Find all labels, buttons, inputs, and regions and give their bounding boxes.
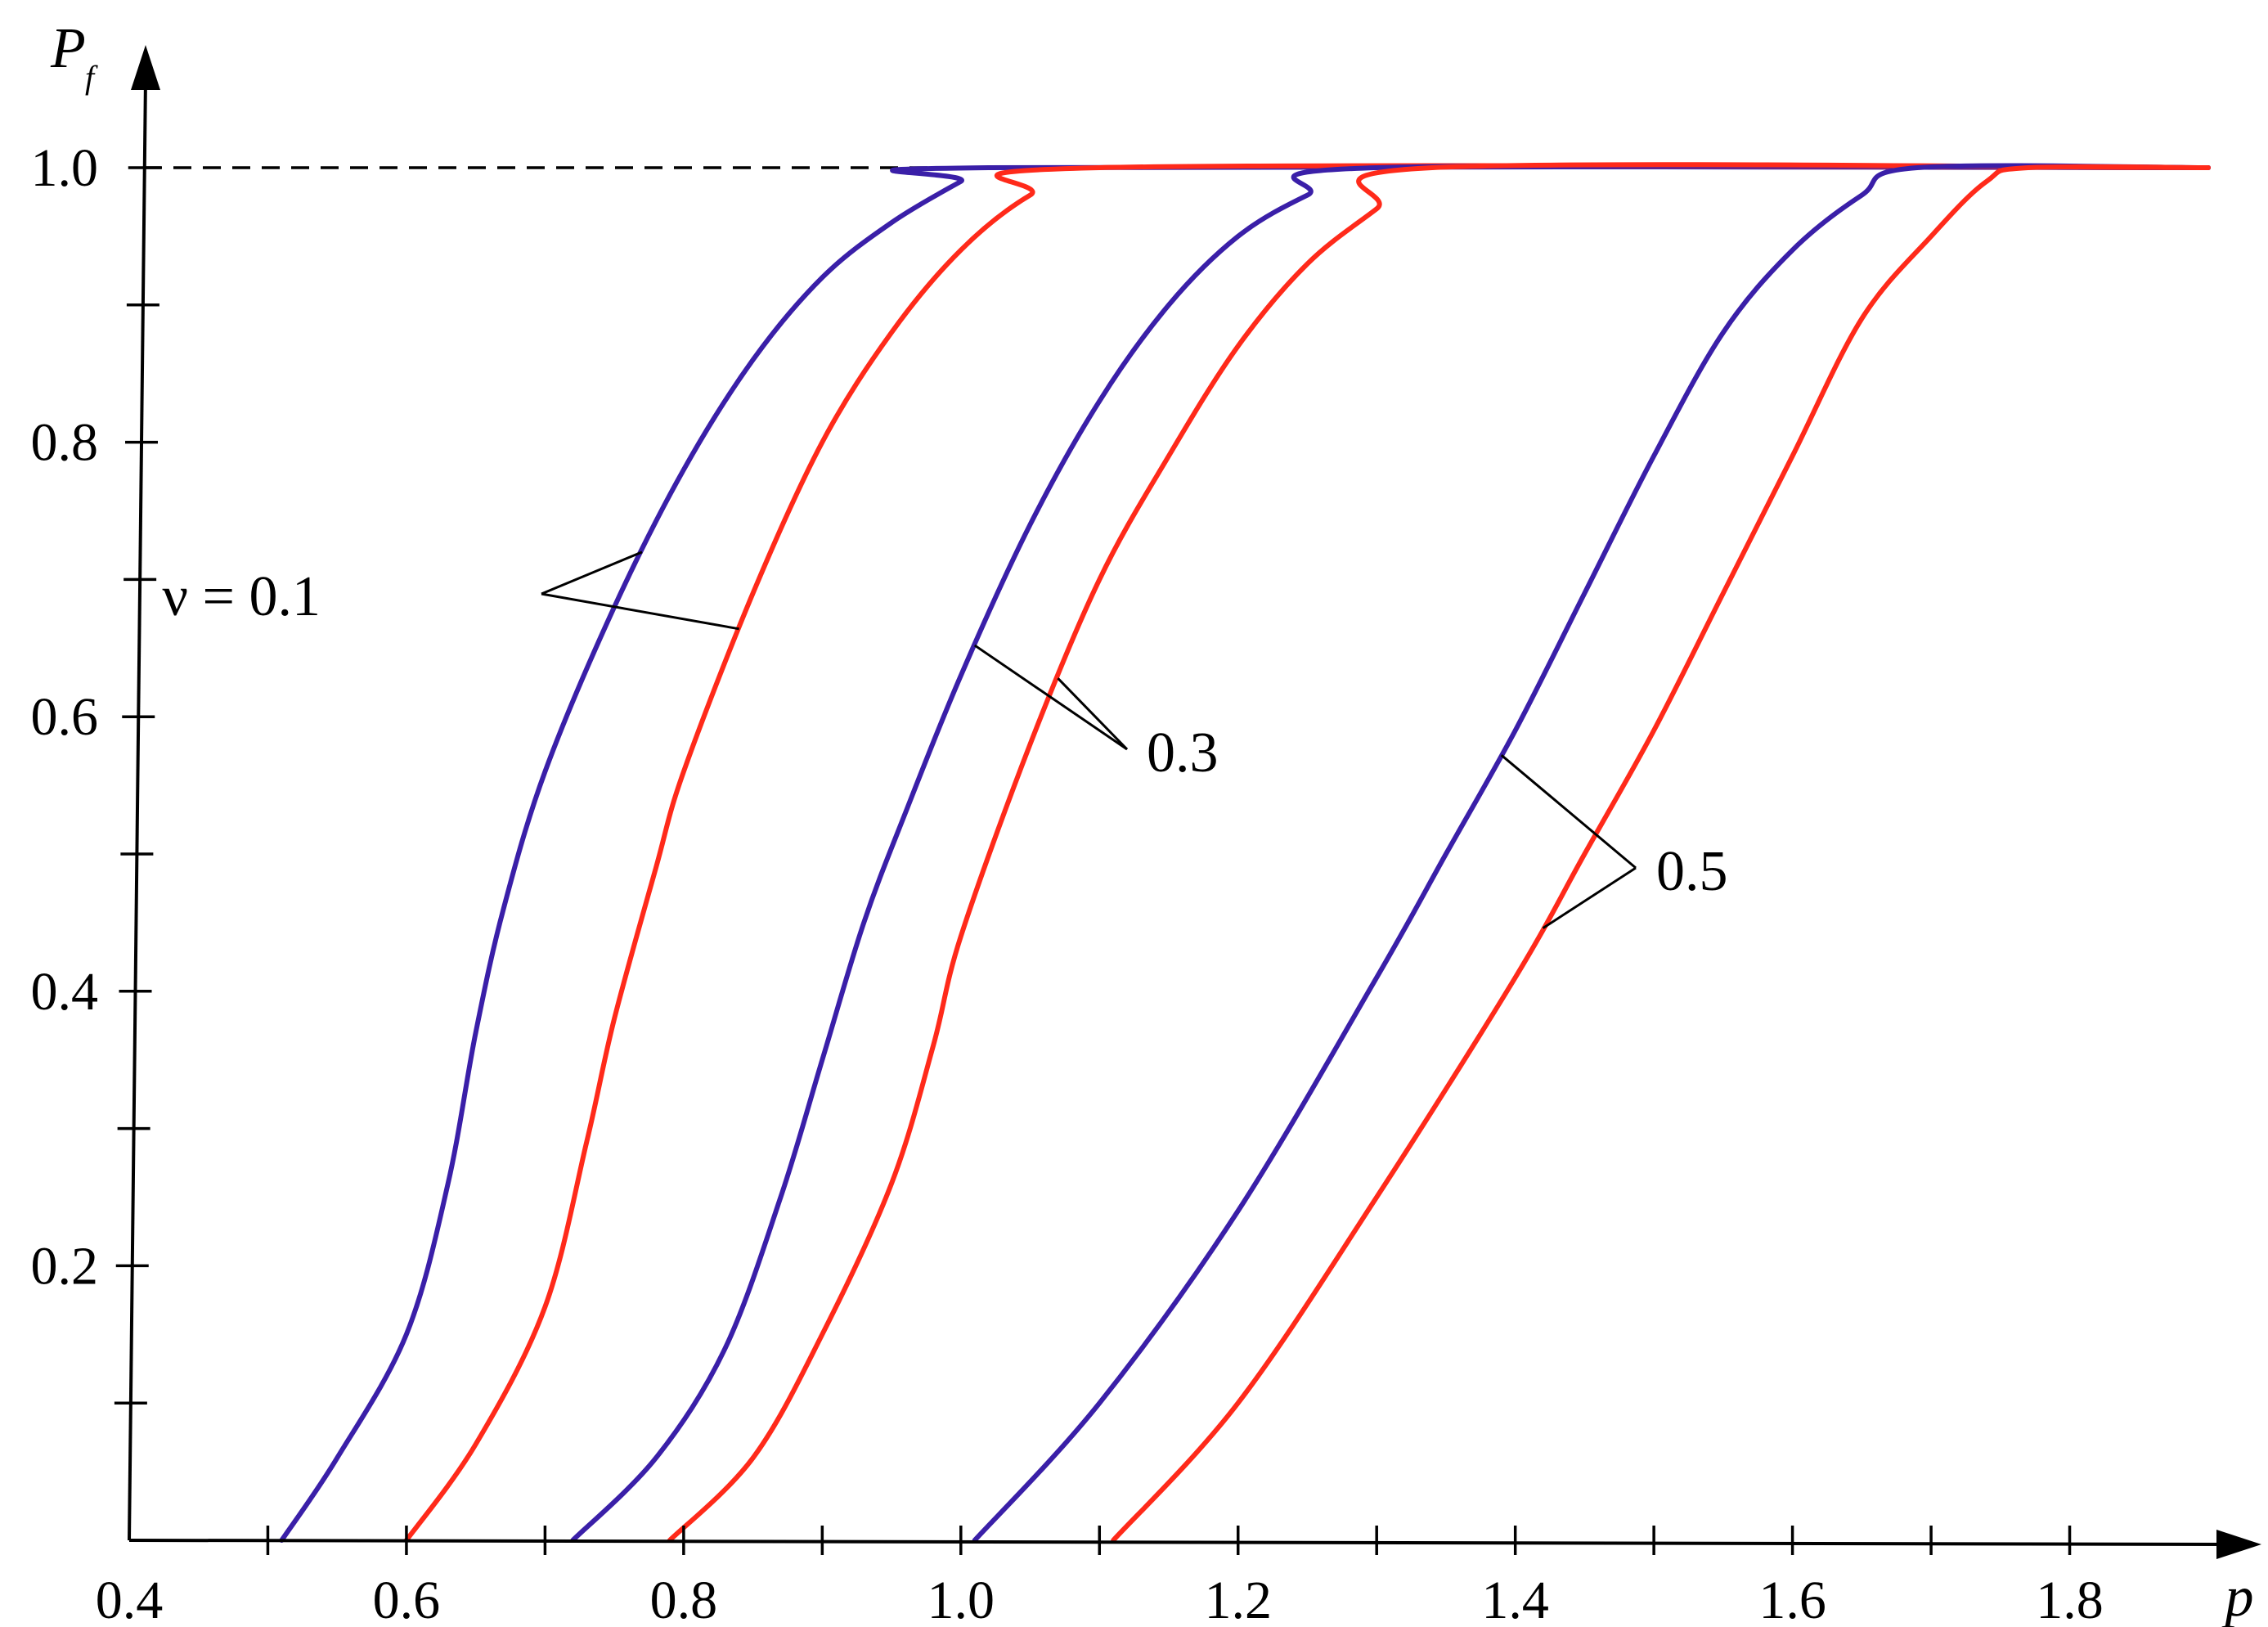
y-tick-label: 0.4: [31, 962, 99, 1022]
series-curve-3: [667, 162, 2211, 1543]
y-axis-label-subscript: f: [85, 59, 98, 96]
x-tick-label: 0.8: [650, 1571, 718, 1627]
x-tick-label: 1.6: [1758, 1571, 1826, 1627]
y-axis-line: [128, 77, 147, 1541]
y-tick-label: 1.0: [31, 138, 99, 198]
x-tick-label: 0.6: [373, 1571, 441, 1627]
ticks-layer: [114, 166, 2072, 1555]
x-tick-label: 1.4: [1481, 1571, 1549, 1627]
y-axis-label: P: [50, 17, 86, 80]
annotations-layer: ν = 0.1 0.3 0.5: [162, 551, 1728, 929]
annotation-leader-line: [973, 644, 1128, 751]
annotation-leader-line: [1500, 754, 1637, 870]
series-curve-1: [403, 163, 2211, 1543]
y-tick-label: 0.2: [31, 1236, 99, 1296]
x-axis-line: [128, 1539, 2230, 1546]
annotation-label: 0.5: [1656, 840, 1728, 903]
x-axis-label: p: [2221, 1566, 2254, 1627]
series-curve-0: [279, 164, 2211, 1543]
y-tick-label: 0.8: [31, 413, 99, 473]
x-tick-label: 1.8: [2036, 1571, 2104, 1627]
x-tick-label: 1.2: [1204, 1571, 1272, 1627]
labels-layer: 0.4 0.6 0.8 1.0 1.2 1.4 1.6 1.8 0.2 0.4 0.6 0.8 1.0 p…: [31, 17, 2254, 1627]
series-layer: [279, 162, 2211, 1543]
axes-layer: [128, 45, 2261, 1559]
x-tick-label: 0.4: [96, 1571, 164, 1627]
y-tick-label: 0.6: [31, 687, 99, 747]
x-tick-label: 1.0: [927, 1571, 995, 1627]
series-curve-4: [972, 163, 2211, 1543]
annotation-leader-line: [541, 592, 739, 631]
series-curve-2: [570, 163, 2211, 1543]
annotation-leader-line: [1542, 866, 1637, 929]
annotation-label: ν = 0.1: [162, 565, 321, 628]
x-axis-arrowhead: [2216, 1530, 2261, 1559]
annotation-leader-line: [1057, 677, 1129, 751]
annotation-leader-line: [541, 551, 643, 596]
series-curve-5: [1111, 164, 2211, 1543]
annotation-label: 0.3: [1147, 721, 1219, 784]
y-axis-arrowhead: [131, 45, 160, 90]
